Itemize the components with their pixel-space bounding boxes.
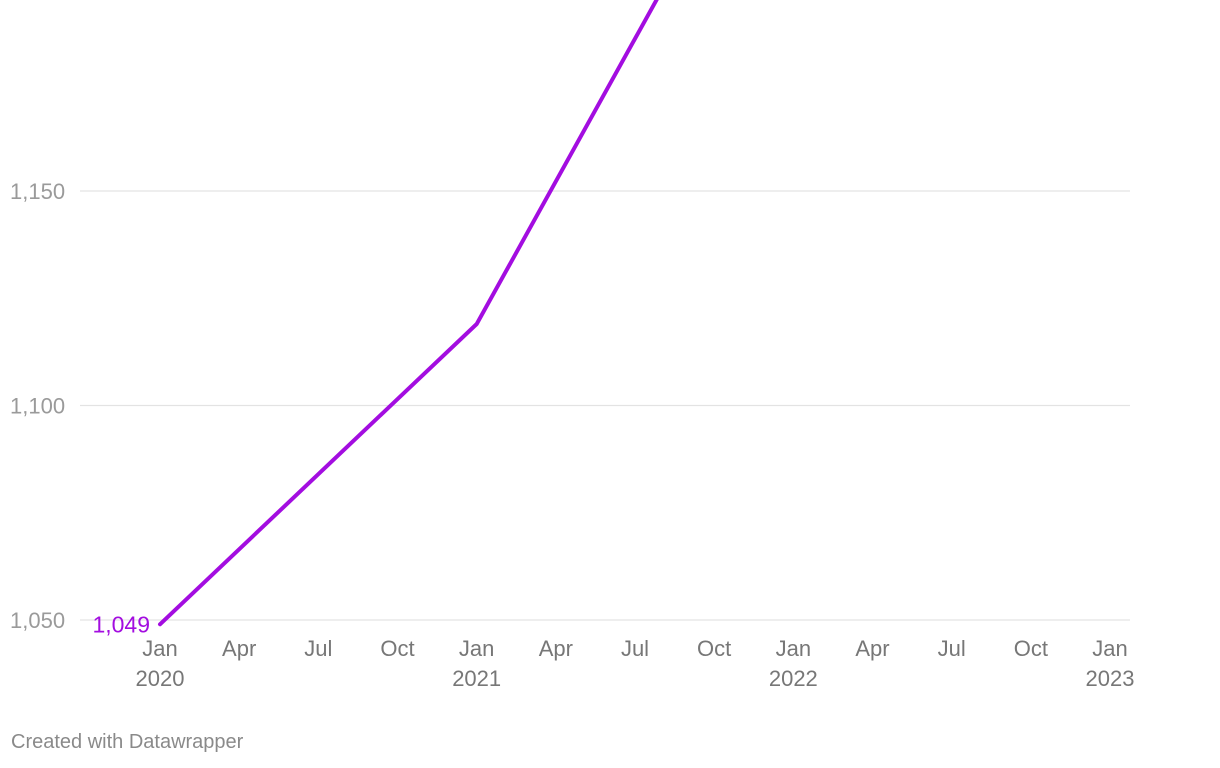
x-axis-tick-labels: Jan 2020 Apr Jul Oct Jan 2021 Apr Jul Oct Jan 2022 A… [136,636,1135,691]
x-tick-label: Jan [142,636,177,661]
x-tick-year-label: 2023 [1086,666,1135,691]
x-tick-label: Apr [222,636,256,661]
x-tick-label: Oct [380,636,414,661]
x-tick-label: Oct [697,636,731,661]
x-tick-label: Jul [304,636,332,661]
series-line-median [158,0,659,627]
x-tick-label: Jan [1092,636,1127,661]
x-tick-year-label: 2020 [136,666,185,691]
x-tick-label: Jan [776,636,811,661]
x-tick-year-label: 2021 [452,666,501,691]
series-lines [158,0,659,627]
x-tick-label: Jul [938,636,966,661]
credit-text: Created with Datawrapper [11,731,244,753]
y-tick-label: 1,050 [10,608,65,633]
start-value-label: 1,049 [92,611,150,637]
x-tick-year-label: 2022 [769,666,818,691]
x-tick-label: Jul [621,636,649,661]
x-tick-label: Jan [459,636,494,661]
y-tick-label: 1,150 [10,179,65,204]
y-tick-label: 1,100 [10,394,65,419]
x-tick-label: Apr [855,636,889,661]
series-labels: 1,049Median1,329 [92,611,150,637]
x-tick-label: Apr [539,636,573,661]
gridlines [80,190,1130,621]
x-tick-label: Oct [1014,636,1048,661]
